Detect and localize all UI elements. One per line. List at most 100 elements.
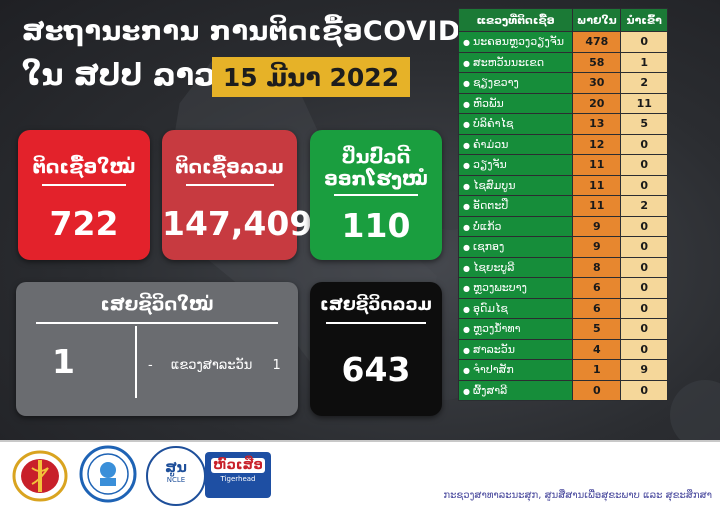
ncle-logo: ສູນ NCLE [146,446,206,506]
province-name: ສະຫວັນນະເຂດ [472,55,545,69]
province-cell: ● ໄຊຍະບູລີ [457,256,574,278]
imported-cases-cell: 0 [620,338,668,360]
province-name: ເຊກອງ [472,240,505,254]
province-name: ຫົວພັນ [472,96,504,110]
province-cell: ● ອຸດົມໄຊ [457,297,574,319]
recovered-value: 110 [341,206,411,245]
local-cases-cell: 20 [572,92,622,114]
local-cases-cell: 8 [572,256,622,278]
local-cases-cell: 0 [572,379,622,401]
divider [185,184,274,186]
local-cases-cell: 30 [572,72,622,94]
dash: - [148,358,153,373]
province-name: ໄຊຍະບູລີ [472,260,515,274]
bullet-icon: ● [463,38,470,48]
tigerhead-logo-text: ຫົວເສືອ [211,458,265,473]
local-cases-cell: 1 [572,359,622,381]
recovered-card: ປິ່ນປົວດີ ອອກໂຮງໝໍ 110 [310,130,442,260]
local-cases-cell: 9 [572,236,622,258]
header-province: ແຂວງທີ່ຕິດເຊື້ອ [457,8,574,32]
province-cell: ● ຫຼວງນ້ຳທາ [457,318,574,340]
total-cases-label: ຕິດເຊື້ອລວມ [175,156,284,178]
date-badge: 15 ມີນາ 2022 [212,57,410,97]
bullet-icon: ● [463,263,470,273]
imported-cases-cell: 2 [620,195,668,217]
table-row: ● ອຸດົມໄຊ 6 0 [457,297,668,319]
new-cases-card: ຕິດເຊື້ອໃໝ່ 722 [18,130,150,260]
imported-cases-cell: 0 [620,318,668,340]
imported-cases-cell: 5 [620,113,668,135]
bullet-icon: ● [463,243,470,253]
province-cell: ● ອັດຕະປື [457,195,574,217]
header-imported: ນຳເຂົ້າ [620,8,668,32]
table-row: ● ຫົວພັນ 20 11 [457,92,668,114]
province-name: ຫຼວງພະບາງ [472,281,527,295]
new-deaths-label: ເສຍຊີວິດໃໝ່ [100,294,214,315]
province-cell: ● ຫຼວງພະບາງ [457,277,574,299]
province-cell: ● ສາລະວັນ [457,338,574,360]
imported-cases-cell: 0 [620,236,668,258]
province-name: ນະຄອນຫຼວງວຽງຈັນ [472,35,564,49]
province-cell: ● ບໍ່ແກ້ວ [457,215,574,237]
bullet-icon: ● [463,202,470,212]
divider [36,322,278,324]
imported-cases-cell: 0 [620,379,668,401]
local-cases-cell: 11 [572,174,622,196]
province-name: ຈຳປາສັກ [472,363,514,377]
imported-cases-cell: 0 [620,277,668,299]
bullet-icon: ● [463,120,470,130]
bullet-icon: ● [463,99,470,109]
bullet-icon: ● [463,386,470,396]
province-cell: ● ຫົວພັນ [457,92,574,114]
total-cases-value: 147,409 [162,204,313,243]
imported-cases-cell: 0 [620,256,668,278]
divider [334,194,418,196]
province-cell: ● ນະຄອນຫຼວງວຽງຈັນ [457,31,574,53]
new-cases-value: 722 [49,204,119,243]
province-name: ຊຽງຂວາງ [472,76,519,90]
bullet-icon: ● [463,161,470,171]
recovered-label-line1: ປິ່ນປົວດີ [341,146,411,168]
virus-decoration [670,380,720,440]
bullet-icon: ● [463,284,470,294]
table-row: ● ຫຼວງພະບາງ 6 0 [457,277,668,299]
imported-cases-cell: 9 [620,359,668,381]
divider [42,184,126,186]
imported-cases-cell: 0 [620,215,668,237]
table-row: ● ໄຊຍະບູລີ 8 0 [457,256,668,278]
local-cases-cell: 12 [572,133,622,155]
province-cell: ● ເຊກອງ [457,236,574,258]
local-cases-cell: 4 [572,338,622,360]
province-cell: ● ວຽງຈັນ [457,154,574,176]
new-deaths-card: ເສຍຊີວິດໃໝ່ 1 - ແຂວງສາລະວັນ 1 [16,282,298,416]
province-name: ອັດຕະປື [472,199,509,213]
bullet-icon: ● [463,325,470,335]
bullet-icon: ● [463,345,470,355]
imported-cases-cell: 0 [620,297,668,319]
imported-cases-cell: 2 [620,72,668,94]
new-deaths-value: 1 [52,342,75,381]
province-cell: ● ບໍລິຄຳໄຊ [457,113,574,135]
table-row: ● ນະຄອນຫຼວງວຽງຈັນ 478 0 [457,31,668,53]
local-cases-cell: 478 [572,31,622,53]
death-province-entry: - ແຂວງສາລະວັນ 1 [148,358,281,373]
bullet-icon: ● [463,58,470,68]
tigerhead-logo-sub: Tigerhead [220,475,256,483]
imported-cases-cell: 11 [620,92,668,114]
table-row: ● ອັດຕະປື 11 2 [457,195,668,217]
infographic-panel: ສະຖານະການ ການຕິດເຊື້ອCOVID-19 ໃນ ສປປ ລາວ… [0,0,720,440]
province-cell: ● ຊຽງຂວາງ [457,72,574,94]
province-cell: ● ຈຳປາສັກ [457,359,574,381]
total-deaths-value: 643 [341,350,411,389]
death-province-name: ແຂວງສາລະວັນ [170,358,253,373]
province-name: ໄຊສົມບູນ [472,178,516,192]
table-row: ● ຫຼວງນ້ຳທາ 5 0 [457,318,668,340]
footer-divider [0,440,720,442]
table-row: ● ຜົ້ງສາລີ 0 0 [457,379,668,401]
health-communication-logo [79,445,137,503]
province-table: ແຂວງທີ່ຕິດເຊື້ອ ພາຍໃນ ນຳເຂົ້າ ● ນະຄອນຫຼວງ… [457,8,668,401]
total-deaths-label: ເສຍຊີວິດລວມ [320,295,432,315]
table-row: ● ຊຽງຂວາງ 30 2 [457,72,668,94]
local-cases-cell: 11 [572,195,622,217]
bullet-icon: ● [463,181,470,191]
